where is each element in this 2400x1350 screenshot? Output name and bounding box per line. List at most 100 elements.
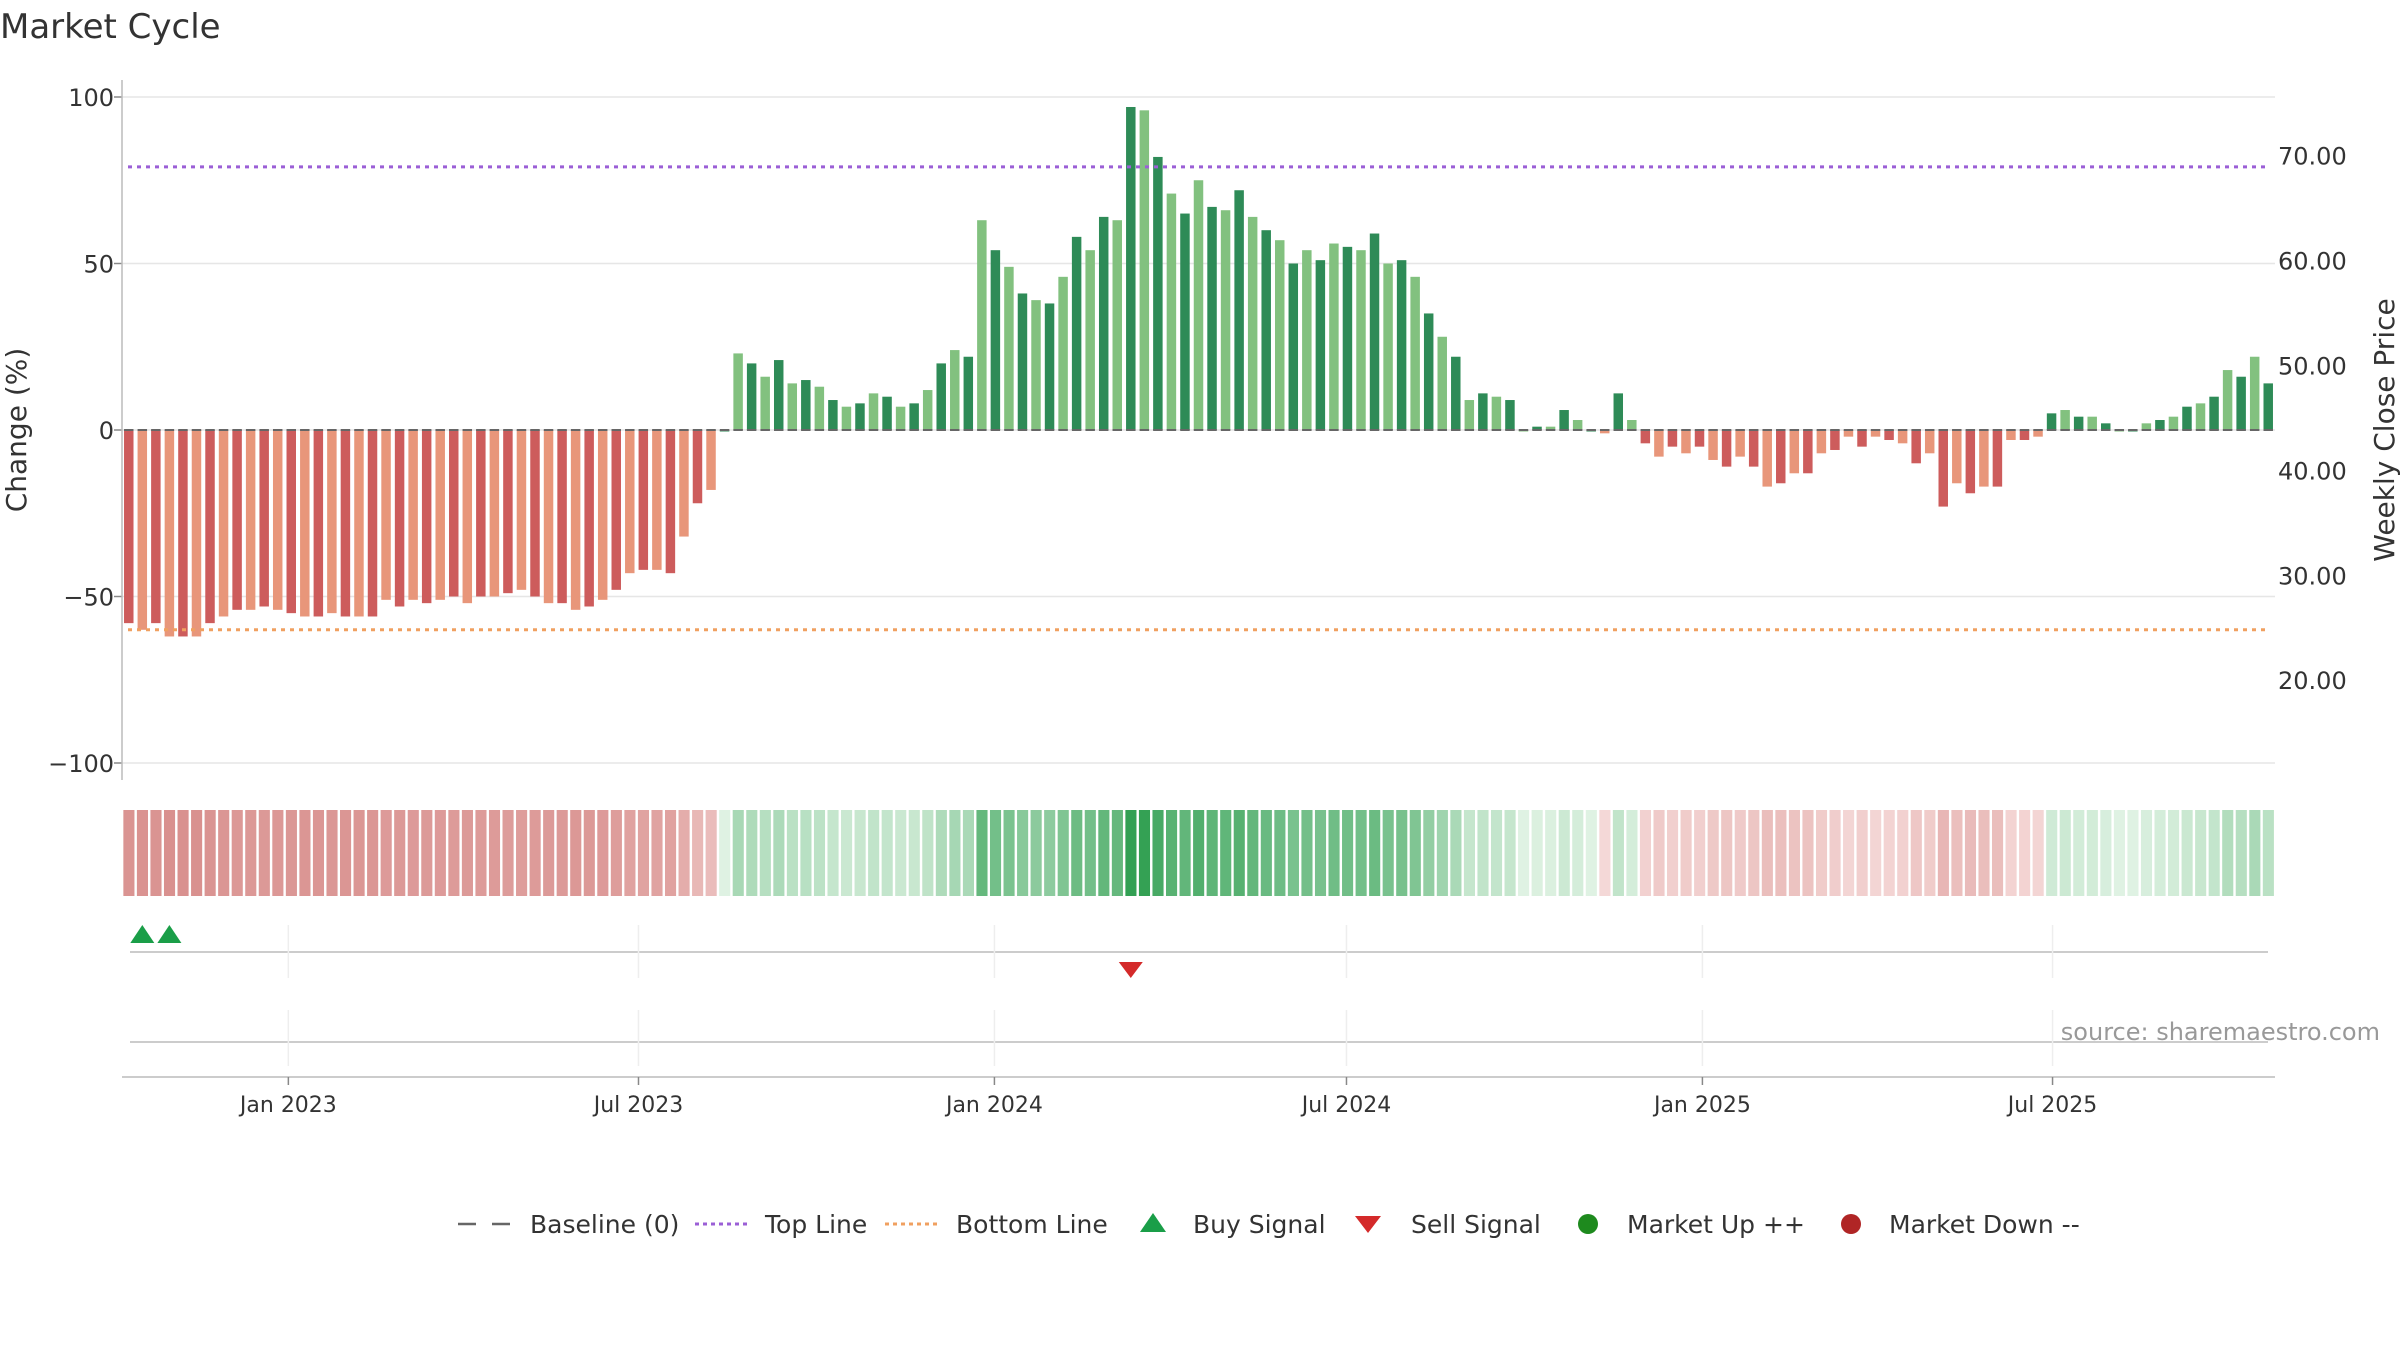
legend-item: Buy Signal: [1140, 1210, 1326, 1239]
legend-item: Baseline (0): [458, 1210, 679, 1239]
heat-cell: [529, 810, 541, 896]
heat-cell: [1870, 810, 1882, 896]
change-bar: [340, 430, 351, 617]
legend-item: Top Line: [695, 1210, 867, 1239]
change-bar: [1748, 430, 1759, 467]
change-bar: [1491, 396, 1502, 430]
change-bar: [1288, 263, 1299, 430]
change-bar: [1667, 430, 1678, 447]
change-bar: [205, 430, 215, 624]
heat-cell: [1274, 810, 1286, 896]
change-bar: [1654, 430, 1664, 457]
heat-cell: [2019, 810, 2031, 896]
heat-cell: [1057, 810, 1069, 896]
heat-cell: [1612, 810, 1624, 896]
legend-item: Market Down --: [1841, 1210, 2080, 1239]
change-bar: [1559, 410, 1569, 430]
heat-cell: [813, 810, 826, 896]
change-bar: [1776, 430, 1786, 484]
change-bar: [922, 390, 933, 430]
change-bar: [2100, 423, 2111, 430]
change-bar: [1126, 106, 1136, 431]
heat-cell: [908, 810, 920, 896]
change-bar: [760, 376, 770, 430]
legend-label: Bottom Line: [956, 1210, 1108, 1239]
y-axis-label: Change (%): [0, 348, 33, 513]
heat-cell: [299, 810, 311, 896]
heat-cell: [1111, 810, 1123, 896]
change-bar: [1789, 430, 1800, 474]
heat-cell: [583, 810, 595, 896]
change-bar: [2087, 416, 2097, 430]
heat-cell: [150, 810, 162, 896]
change-bar: [1478, 393, 1488, 430]
heat-cell: [1125, 810, 1137, 896]
heat-cell: [1680, 810, 1692, 896]
heat-cell: [353, 810, 365, 896]
change-bar: [1870, 430, 1881, 437]
heat-cell: [123, 810, 135, 896]
change-bar: [2263, 383, 2273, 430]
heat-cell: [1694, 810, 1706, 896]
heat-cell: [1382, 810, 1394, 896]
change-bar: [787, 383, 798, 430]
change-bar: [1681, 430, 1691, 454]
heat-cell: [1369, 810, 1381, 896]
heat-cell: [434, 810, 446, 896]
legend-item: Sell Signal: [1355, 1210, 1541, 1239]
heat-cell: [380, 810, 392, 896]
heat-cell: [1707, 810, 1719, 896]
y-right-tick-label: 30.00: [2278, 562, 2347, 590]
change-bar: [841, 406, 852, 430]
heat-cell: [475, 810, 487, 896]
change-bar: [2019, 430, 2030, 440]
heat-cell: [407, 810, 419, 896]
change-bar: [1193, 180, 1204, 430]
change-bar: [692, 430, 703, 504]
heat-cell: [1910, 810, 1922, 896]
change-bar: [1627, 420, 1637, 430]
heat-cell: [1856, 810, 1868, 896]
change-bar: [625, 430, 635, 574]
heat-cell: [556, 810, 568, 896]
heat-cell: [1314, 810, 1327, 896]
x-tick-label: Jul 2025: [2006, 1093, 2098, 1118]
heat-cell: [895, 810, 907, 896]
change-bar: [543, 430, 554, 604]
heat-cell: [1423, 810, 1435, 896]
heat-strip: [123, 810, 2274, 896]
change-bar: [381, 430, 391, 600]
change-bar: [1004, 266, 1014, 430]
change-bar: [1694, 430, 1705, 447]
legend-item: Market Up ++: [1578, 1210, 1805, 1239]
heat-cell: [962, 810, 974, 896]
change-bar: [1545, 426, 1556, 430]
x-axis: Jan 2023 Jul 2023 Jan 2024 Jul 2024 Jan 2025…: [238, 925, 2097, 1118]
legend-label: Sell Signal: [1411, 1210, 1541, 1239]
legend-market-up-icon: [1578, 1214, 1598, 1234]
heat-cell: [163, 810, 176, 896]
heat-cell: [719, 810, 731, 896]
heat-cell: [1328, 810, 1340, 896]
heat-cell: [1179, 810, 1191, 896]
change-bar: [1924, 430, 1935, 454]
heat-cell: [2235, 810, 2247, 896]
change-bar: [2249, 356, 2260, 430]
change-bar: [1640, 430, 1651, 444]
change-bar: [801, 380, 811, 430]
change-bar: [354, 430, 364, 617]
heat-cell: [1436, 810, 1448, 896]
legend-label: Market Down --: [1889, 1210, 2080, 1239]
change-bar: [137, 430, 148, 630]
heat-cell: [231, 810, 243, 896]
change-bar: [1410, 276, 1420, 430]
heat-cell: [543, 810, 555, 896]
heat-cell: [1287, 810, 1299, 896]
heat-cell: [868, 810, 880, 896]
x-tick-label: Jan 2024: [944, 1093, 1043, 1118]
heat-cell: [1897, 810, 1909, 896]
heat-cell: [1775, 810, 1787, 896]
change-bar: [1369, 233, 1380, 430]
change-bars: [124, 106, 2273, 637]
change-bar: [868, 393, 879, 430]
